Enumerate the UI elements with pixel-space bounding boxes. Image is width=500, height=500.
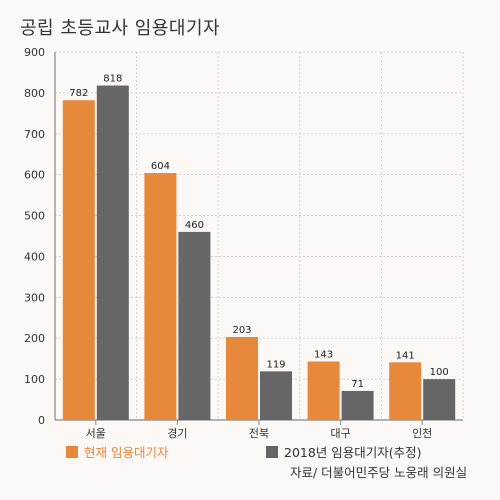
y-tick-label: 500 (24, 210, 45, 223)
legend-swatch-current (66, 445, 78, 458)
y-tick-label: 400 (24, 250, 45, 263)
bar-current (226, 336, 258, 420)
legend-swatch-2018 (266, 445, 278, 458)
y-tick-label: 0 (38, 414, 45, 427)
bar-current (307, 361, 340, 420)
x-tick-label: 인천 (412, 426, 432, 440)
bar-2018 (178, 231, 211, 420)
data-label: 203 (232, 325, 251, 336)
data-label: 143 (314, 350, 333, 361)
y-tick-label: 700 (24, 128, 45, 141)
bar-current (144, 173, 177, 420)
data-label: 818 (103, 74, 122, 85)
data-label: 141 (396, 350, 415, 361)
x-tick-label: 경기 (167, 427, 187, 440)
data-label: 460 (185, 220, 204, 231)
legend-item-current: 현재 임용대기자 (66, 442, 168, 461)
label-layer: 0 100 200 300 400 500 600 700 800 900 서울 782 818 경기 60… (24, 46, 449, 440)
x-tick-label: 대구 (330, 427, 350, 440)
legend-label-2018: 2018년 임용대기자(추정) (284, 445, 422, 460)
bar-chart: 0 100 200 300 400 500 600 700 800 900 서울 782 818 경기 60… (24, 46, 464, 440)
bar-2018 (96, 85, 129, 420)
y-tick-label: 800 (24, 87, 45, 100)
grid-layer (55, 51, 464, 420)
legend-label-current: 현재 임용대기자 (84, 445, 169, 460)
data-label: 71 (351, 379, 364, 390)
y-tick-label: 600 (24, 169, 45, 182)
data-label: 604 (151, 161, 170, 172)
y-tick-label: 900 (24, 46, 45, 59)
bar-current (62, 100, 95, 420)
chart-title: 공립 초등교사 임용대기자 (20, 18, 221, 39)
y-tick-label: 300 (24, 291, 45, 304)
bar-2018 (341, 390, 374, 420)
bar-2018 (260, 371, 292, 420)
source-note: 자료/ 더불어민주당 노웅래 의원실 (290, 465, 468, 480)
x-tick-label: 전북 (249, 427, 269, 440)
x-tick-label: 서울 (86, 427, 106, 440)
bar-2018 (423, 379, 456, 420)
data-label: 782 (69, 88, 88, 99)
y-tick-label: 100 (24, 373, 45, 386)
bar-layer (62, 85, 456, 420)
legend-item-2018: 2018년 임용대기자(추정) (266, 442, 422, 461)
data-label: 100 (430, 367, 449, 378)
y-tick-label: 200 (24, 332, 45, 345)
data-label: 119 (266, 359, 285, 370)
bar-current (389, 362, 422, 420)
